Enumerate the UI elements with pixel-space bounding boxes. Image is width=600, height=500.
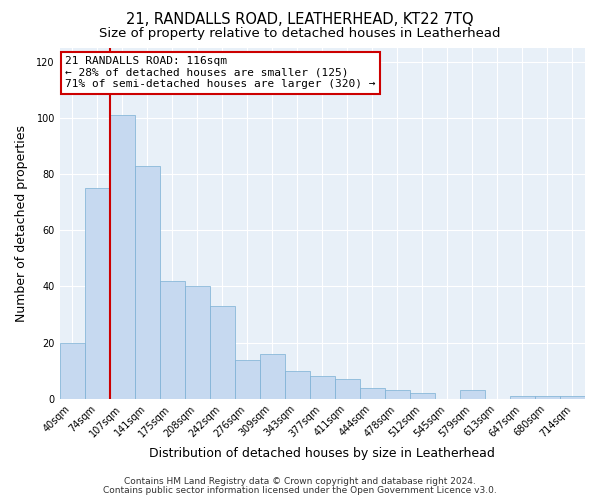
Bar — [360, 388, 385, 399]
Bar — [210, 306, 235, 399]
Bar — [110, 115, 135, 399]
Bar — [59, 342, 85, 399]
Text: 21, RANDALLS ROAD, LEATHERHEAD, KT22 7TQ: 21, RANDALLS ROAD, LEATHERHEAD, KT22 7TQ — [126, 12, 474, 28]
Bar — [460, 390, 485, 399]
Bar — [510, 396, 535, 399]
Bar — [385, 390, 410, 399]
Bar — [185, 286, 210, 399]
Bar — [85, 188, 110, 399]
Bar — [310, 376, 335, 399]
Text: Contains HM Land Registry data © Crown copyright and database right 2024.: Contains HM Land Registry data © Crown c… — [124, 477, 476, 486]
Text: 21 RANDALLS ROAD: 116sqm
← 28% of detached houses are smaller (125)
71% of semi-: 21 RANDALLS ROAD: 116sqm ← 28% of detach… — [65, 56, 376, 90]
Y-axis label: Number of detached properties: Number of detached properties — [15, 124, 28, 322]
Text: Size of property relative to detached houses in Leatherhead: Size of property relative to detached ho… — [99, 28, 501, 40]
Bar — [160, 281, 185, 399]
Bar — [335, 379, 360, 399]
Bar — [235, 360, 260, 399]
Bar — [410, 394, 435, 399]
Bar — [285, 371, 310, 399]
Bar — [560, 396, 585, 399]
Text: Contains public sector information licensed under the Open Government Licence v3: Contains public sector information licen… — [103, 486, 497, 495]
Bar — [260, 354, 285, 399]
X-axis label: Distribution of detached houses by size in Leatherhead: Distribution of detached houses by size … — [149, 447, 495, 460]
Bar — [535, 396, 560, 399]
Bar — [135, 166, 160, 399]
